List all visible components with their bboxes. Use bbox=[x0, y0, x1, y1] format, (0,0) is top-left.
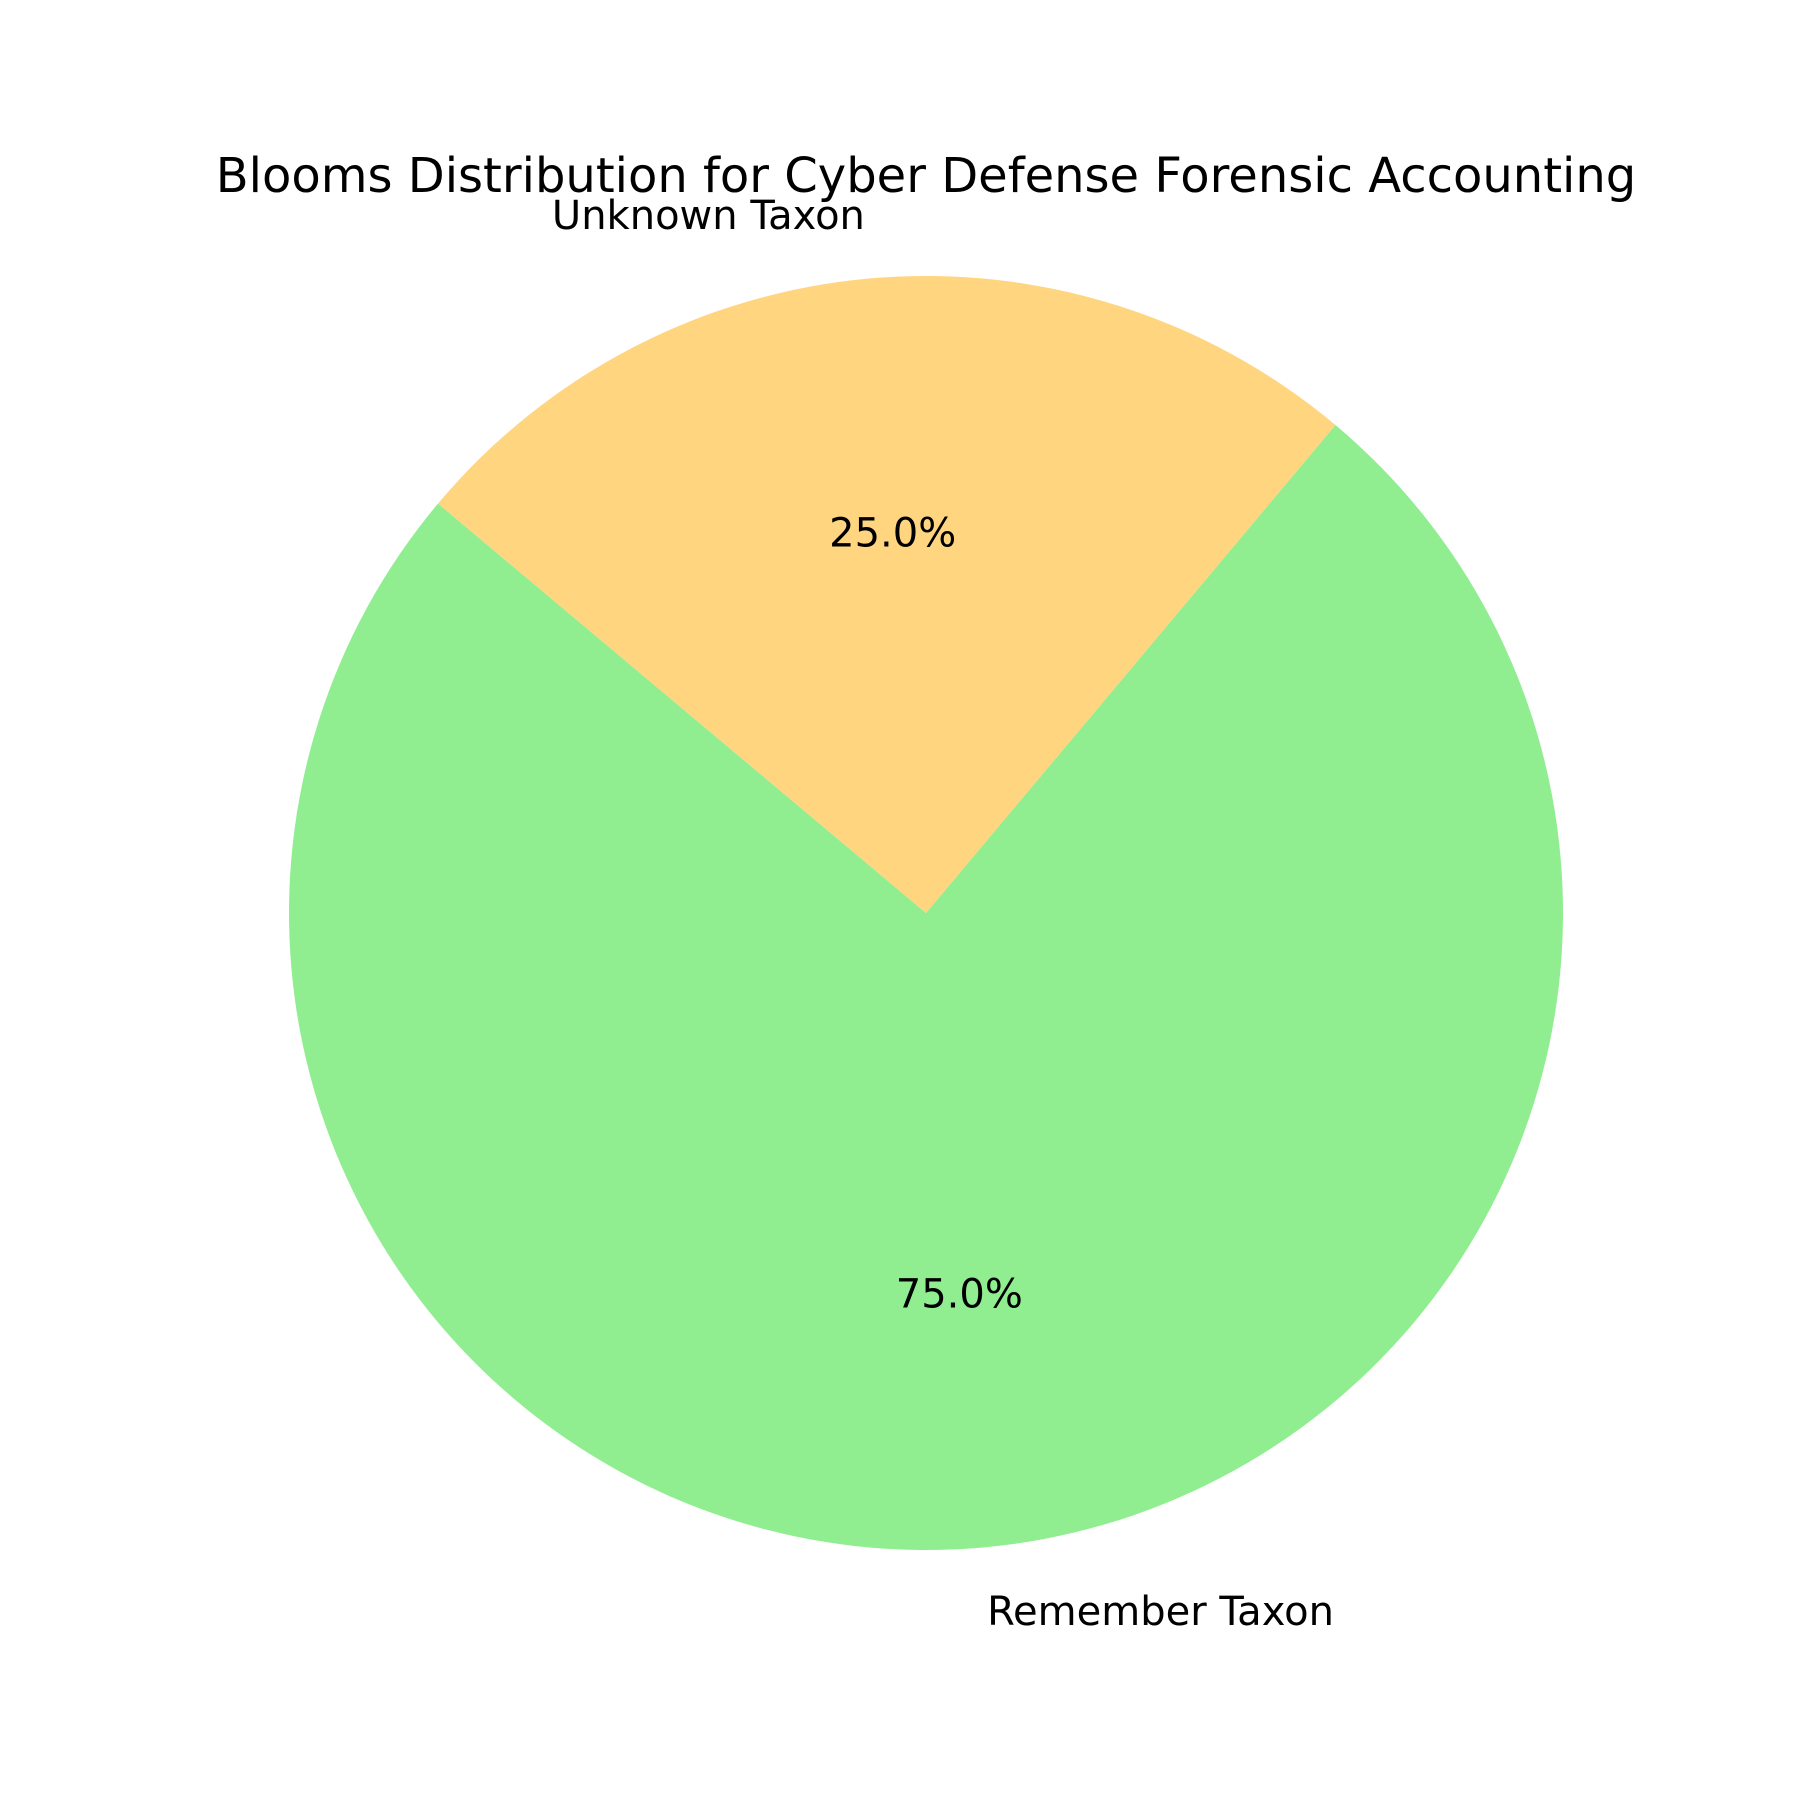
chart-title: Blooms Distribution for Cyber Defense Fo… bbox=[216, 148, 1637, 204]
pie-slice-remember-taxon bbox=[288, 425, 1563, 1551]
pie-slice-unknown-taxon bbox=[438, 275, 1336, 913]
slice-percent-label: 25.0% bbox=[829, 510, 956, 556]
pie-labels: Remember Taxon 75.0% Unknown Taxon 25.0% bbox=[552, 193, 1334, 1635]
slice-label: Remember Taxon bbox=[987, 1589, 1334, 1635]
slice-label: Unknown Taxon bbox=[552, 193, 865, 239]
pie-slices bbox=[288, 275, 1563, 1551]
slice-percent-label: 75.0% bbox=[896, 1272, 1023, 1318]
